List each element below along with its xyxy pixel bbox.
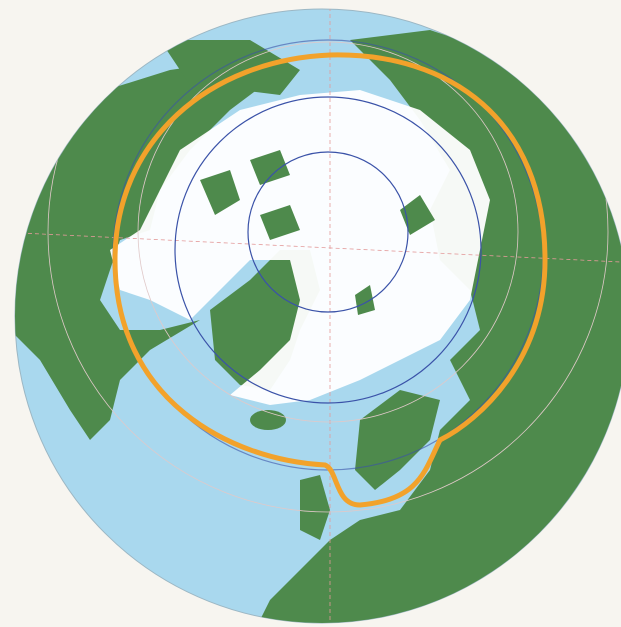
outer-circle	[174, 96, 482, 404]
alaska	[160, 40, 300, 100]
eurasia	[250, 30, 621, 623]
iceland	[250, 410, 286, 430]
parallel	[47, 9, 609, 513]
orange-boundary	[112, 52, 548, 508]
parallel	[137, 41, 519, 423]
inner-circle	[247, 151, 409, 313]
british-isles	[300, 475, 330, 540]
greenland	[210, 250, 320, 390]
meridian	[15, 231, 621, 263]
north-america	[15, 60, 270, 440]
sea-ice	[110, 90, 490, 405]
